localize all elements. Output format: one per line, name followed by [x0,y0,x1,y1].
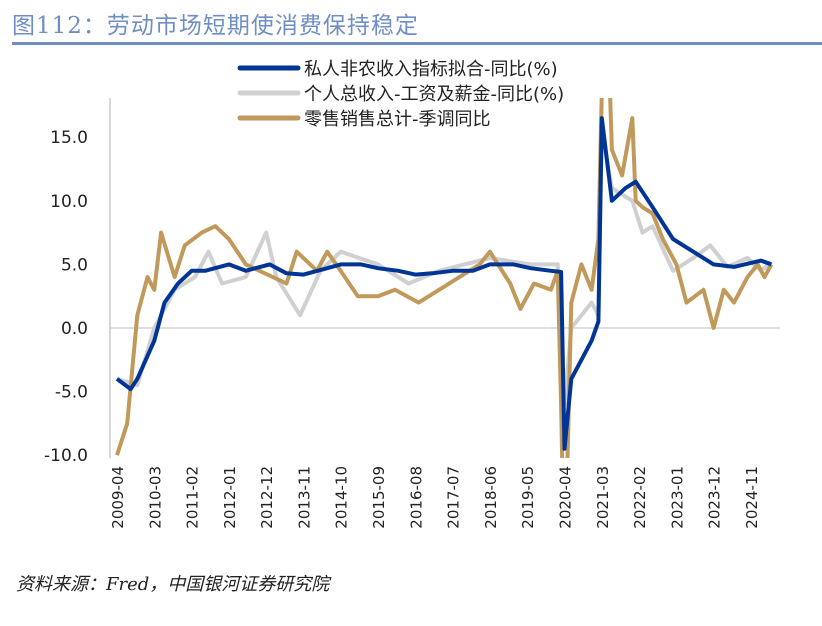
y-tick-label: 10.0 [50,192,88,212]
x-tick-label: 2020-04 [556,466,574,529]
y-tick-label: 0.0 [61,319,88,339]
x-tick-label: 2014-10 [333,466,351,529]
x-tick-label: 2013-11 [295,466,313,529]
line-chart: -10.0 -5.0 0.0 5.0 10.0 15.0 2009-04 2010-03 201… [44,59,780,529]
x-tick-label: 2024-11 [743,466,761,529]
x-tick-label: 2021-03 [594,466,612,529]
x-tick-label: 2012-12 [258,466,276,529]
legend-label: 个人总收入-工资及薪金-同比(%) [304,84,564,105]
x-tick-label: 2023-12 [706,466,724,529]
source-note: 资料来源：Fred，中国银河证券研究院 [16,574,330,595]
legend-label: 私人非农收入指标拟合-同比(%) [304,59,558,80]
y-tick-label: 15.0 [50,128,88,148]
y-tick-label: -5.0 [55,383,88,403]
y-tick-label: 5.0 [61,255,88,275]
x-tick-label: 2012-01 [221,466,239,529]
series-line-1 [116,128,773,407]
x-tick-label: 2019-05 [519,466,537,529]
series-line-2 [115,98,774,458]
y-tick-label: -10.0 [44,446,88,466]
x-tick-label: 2011-02 [184,466,202,529]
x-tick-label: 2023-01 [668,466,686,529]
x-tick-label: 2016-08 [407,466,425,529]
title-rule [12,42,822,45]
x-tick-label: 2015-09 [370,466,388,529]
figure-title: 图112：劳动市场短期使消费保持稳定 [12,13,419,39]
legend-label: 零售销售总计-季调同比 [304,109,491,130]
x-tick-label: 2009-04 [109,466,127,529]
x-tick-label: 2022-02 [631,466,649,529]
series-line-0 [115,116,772,451]
x-tick-label: 2017-07 [445,466,463,529]
x-tick-label: 2010-03 [146,466,164,529]
x-tick-label: 2018-06 [482,466,500,529]
